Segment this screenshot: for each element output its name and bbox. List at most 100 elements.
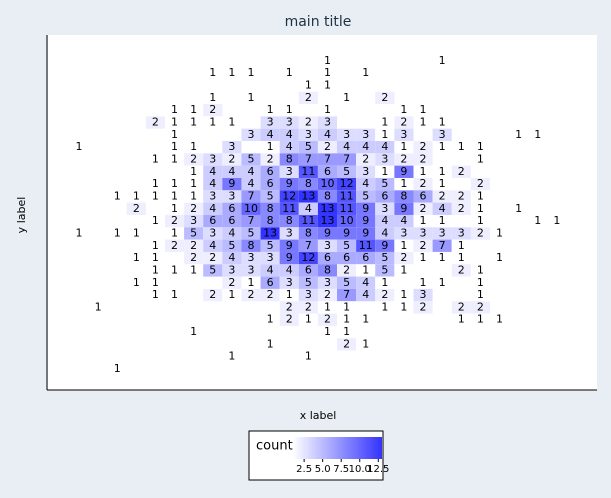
- cell: [375, 264, 395, 277]
- cell-label: 1: [114, 189, 121, 202]
- cell-label: 1: [477, 202, 484, 215]
- cell: [337, 251, 357, 265]
- cell-label: 6: [420, 189, 427, 202]
- cell-label: 3: [400, 226, 407, 239]
- cell: [317, 239, 338, 252]
- cell-label: 1: [171, 202, 178, 215]
- cell-label: 13: [263, 226, 277, 239]
- cell-label: 1: [362, 313, 369, 326]
- cell: [260, 104, 280, 117]
- cell-label: 3: [286, 276, 293, 289]
- colorbar-tick-label: 12.5: [367, 464, 389, 475]
- cell: [337, 338, 357, 351]
- cell-label: 2: [305, 116, 312, 129]
- cell-label: 3: [324, 239, 331, 252]
- cell: [317, 116, 338, 129]
- cell-label: 1: [477, 288, 484, 301]
- cell: [222, 116, 242, 129]
- cell: [528, 128, 548, 142]
- cell: [241, 276, 261, 289]
- cell: [451, 141, 471, 154]
- cell: [184, 153, 204, 166]
- cell-label: 1: [171, 128, 178, 141]
- cell: [107, 362, 127, 376]
- cell-label: 9: [400, 165, 407, 178]
- cell-label: 8: [324, 263, 331, 276]
- cell-label: 2: [324, 140, 331, 153]
- cell: [432, 116, 452, 129]
- cell-label: 3: [248, 128, 255, 141]
- cell: [279, 116, 299, 129]
- cell-label: 5: [381, 177, 388, 190]
- cell: [317, 264, 338, 277]
- cell-label: 3: [362, 128, 369, 141]
- cell: [375, 153, 395, 166]
- cell: [317, 54, 338, 68]
- cell: [394, 251, 414, 265]
- cell: [241, 202, 261, 215]
- cell-label: 11: [340, 189, 354, 202]
- cell: [337, 301, 357, 314]
- cell: [375, 227, 395, 240]
- cell: [317, 141, 338, 154]
- cell: [356, 214, 376, 228]
- cell-label: 3: [420, 226, 427, 239]
- cell: [413, 214, 433, 228]
- cell: [394, 128, 414, 142]
- cell: [260, 190, 280, 203]
- cell-label: 2: [171, 239, 178, 252]
- cell: [260, 264, 280, 277]
- cell: [432, 239, 452, 252]
- cell: [470, 190, 490, 203]
- cell: [337, 276, 357, 289]
- cell-label: 2: [420, 202, 427, 215]
- cell: [164, 190, 185, 203]
- cell: [298, 116, 318, 129]
- chart-title: main title: [285, 14, 352, 30]
- colorbar-tick-label: 10.0: [349, 464, 371, 475]
- cell: [337, 313, 357, 326]
- cell-label: 3: [439, 226, 446, 239]
- cell: [470, 153, 490, 166]
- cell-label: 5: [381, 251, 388, 264]
- cell: [298, 214, 318, 228]
- cell-label: 6: [305, 263, 312, 276]
- cell: [279, 301, 299, 314]
- cell-label: 7: [343, 152, 350, 165]
- cell-label: 1: [75, 226, 82, 239]
- cell-label: 1: [171, 152, 178, 165]
- cell-label: 1: [190, 103, 197, 116]
- cell: [241, 190, 261, 203]
- cell: [394, 214, 414, 228]
- cell-label: 5: [248, 152, 255, 165]
- cell: [298, 141, 318, 154]
- cell: [184, 264, 204, 277]
- cell: [279, 128, 299, 142]
- cell: [375, 202, 395, 215]
- cell-label: 2: [152, 116, 159, 129]
- colorbar-ticks: 2.5 5.0 7.5 10.012.5: [296, 459, 389, 475]
- cell: [164, 153, 185, 166]
- cell: [317, 202, 338, 215]
- cell-label: 2: [343, 337, 350, 350]
- cell-label: 7: [439, 239, 446, 252]
- cell: [317, 313, 338, 326]
- cell: [241, 67, 261, 80]
- cell-label: 4: [381, 140, 388, 153]
- cell-label: 1: [439, 54, 446, 67]
- cell-label: 5: [305, 140, 312, 153]
- cell-label: 2: [324, 288, 331, 301]
- cell: [164, 202, 185, 215]
- cell: [298, 227, 318, 240]
- cell-label: 2: [362, 152, 369, 165]
- cell-label: 4: [286, 263, 293, 276]
- cell-label: 2: [133, 202, 140, 215]
- cell-label: 3: [305, 288, 312, 301]
- cell: [394, 288, 414, 302]
- cell: [394, 141, 414, 154]
- cell: [356, 141, 376, 154]
- cell-label: 9: [228, 177, 235, 190]
- cell-label: 12: [282, 189, 296, 202]
- cell-label: 6: [209, 214, 216, 227]
